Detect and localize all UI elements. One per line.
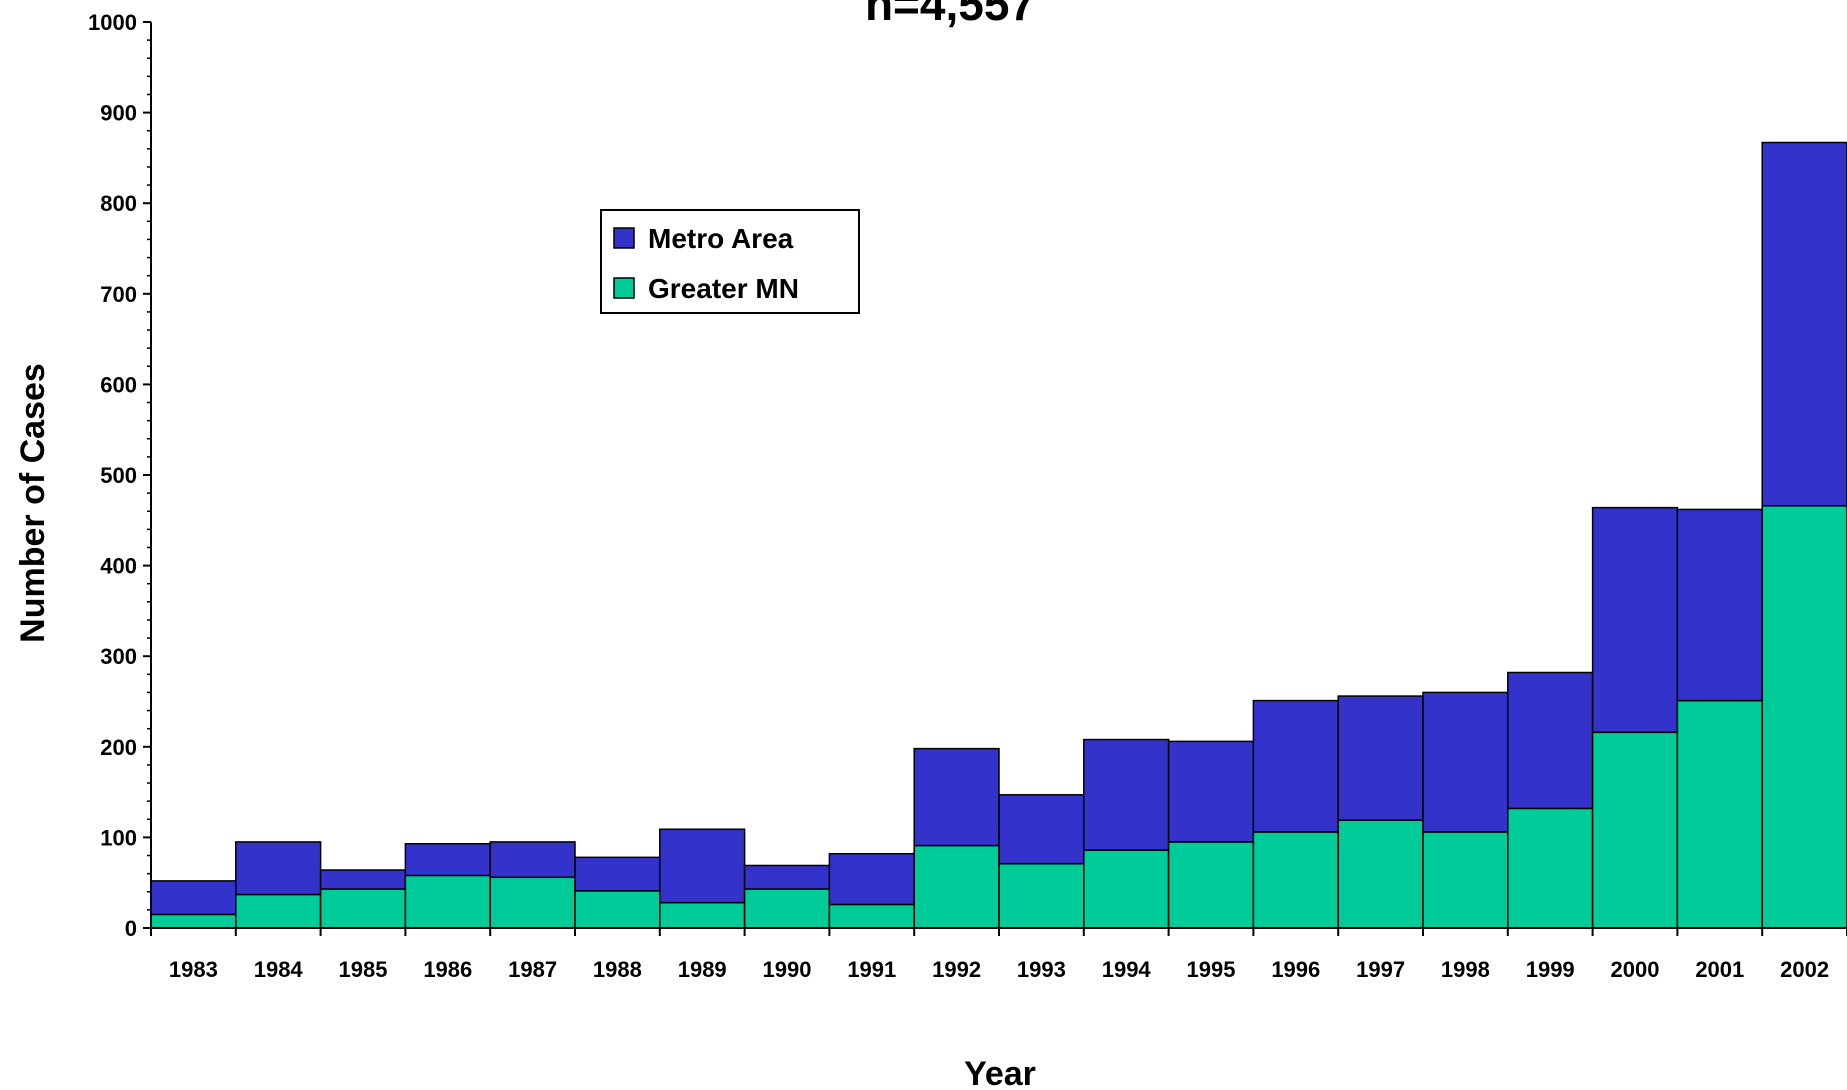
bar-metro-area-1995 (1167, 740, 1255, 843)
y-tick-label-0: 0 (125, 916, 137, 941)
bar-metro-area-1983 (150, 880, 237, 916)
x-tick-label-1993: 1993 (1017, 957, 1066, 982)
y-tick-label-100: 100 (100, 825, 137, 850)
legend-label-metro-area: Metro Area (648, 223, 794, 254)
bar-metro-area-1985 (319, 869, 407, 890)
bar-greater-mn-2000 (1591, 731, 1679, 929)
bar-metro-area-1986 (404, 842, 491, 877)
y-tick-label-700: 700 (100, 282, 137, 307)
bar-greater-mn-1996 (1252, 831, 1339, 929)
bar-greater-mn-1998 (1422, 831, 1509, 929)
x-tick-label-1999: 1999 (1526, 957, 1575, 982)
legend: Metro Area Greater MN (600, 209, 860, 314)
bar-greater-mn-1992 (913, 844, 1000, 929)
x-tick-label-2002: 2002 (1780, 957, 1829, 982)
legend-box (600, 209, 860, 314)
y-tick-label-900: 900 (100, 101, 137, 126)
y-tick-label-600: 600 (100, 372, 137, 397)
bar-metro-area-1990 (743, 864, 831, 890)
x-tick-label-1996: 1996 (1271, 957, 1320, 982)
x-tick-label-1990: 1990 (763, 957, 812, 982)
bar-metro-area-1989 (659, 828, 746, 904)
bar-metro-area-1998 (1422, 691, 1509, 833)
bar-metro-area-2002 (1761, 141, 1847, 507)
bar-greater-mn-1986 (404, 874, 491, 929)
bar-greater-mn-1988 (574, 890, 661, 929)
bar-greater-mn-2001 (1676, 699, 1763, 929)
x-tick-label-1997: 1997 (1356, 957, 1405, 982)
bar-greater-mn-1997 (1337, 819, 1424, 929)
bar-metro-area-1996 (1252, 699, 1339, 833)
y-axis-title: Number of Cases (14, 363, 52, 643)
legend-swatch-greater-mn (613, 277, 635, 299)
y-tick-label-300: 300 (100, 644, 137, 669)
x-tick-label-1989: 1989 (678, 957, 727, 982)
bar-greater-mn-1991 (828, 903, 915, 929)
bar-metro-area-2000 (1591, 506, 1679, 734)
x-tick-label-1988: 1988 (593, 957, 642, 982)
bar-metro-area-1991 (828, 852, 915, 906)
y-tick-label-500: 500 (100, 463, 137, 488)
bar-greater-mn-1999 (1507, 807, 1594, 929)
x-tick-label-1987: 1987 (508, 957, 557, 982)
x-tick-label-1986: 1986 (423, 957, 472, 982)
bar-metro-area-1988 (574, 856, 661, 892)
x-tick-label-2001: 2001 (1695, 957, 1744, 982)
bar-metro-area-1994 (1083, 738, 1170, 851)
x-tick-label-1983: 1983 (169, 957, 218, 982)
y-tick-label-1000: 1000 (88, 10, 137, 35)
x-tick-label-1992: 1992 (932, 957, 981, 982)
bar-metro-area-1992 (913, 747, 1000, 847)
bar-metro-area-1987 (489, 841, 576, 879)
x-tick-label-1994: 1994 (1102, 957, 1152, 982)
x-tick-label-1984: 1984 (254, 957, 304, 982)
bar-greater-mn-1993 (998, 862, 1085, 929)
bar-greater-mn-1985 (319, 888, 407, 929)
y-tick-label-400: 400 (100, 554, 137, 579)
y-tick-label-800: 800 (100, 191, 137, 216)
legend-label-greater-mn: Greater MN (648, 273, 799, 304)
y-tick-label-200: 200 (100, 735, 137, 760)
bar-greater-mn-1990 (743, 888, 831, 929)
legend-swatch-metro-area (613, 227, 635, 249)
bar-greater-mn-2002 (1761, 505, 1847, 929)
x-tick-label-2000: 2000 (1611, 957, 1660, 982)
bar-greater-mn-1987 (489, 876, 576, 929)
x-tick-label-1985: 1985 (339, 957, 388, 982)
bar-greater-mn-1989 (659, 901, 746, 929)
x-tick-label-1998: 1998 (1441, 957, 1490, 982)
bars-layer (150, 141, 1847, 929)
x-axis-title: Year (964, 1055, 1036, 1090)
bar-metro-area-1984 (235, 841, 322, 896)
x-tick-label-1995: 1995 (1187, 957, 1236, 982)
ticks-layer: 0 100 200 300 400 500 600 700 800 900 1000 1983 1984… (88, 10, 1847, 982)
bar-greater-mn-1995 (1167, 841, 1255, 929)
bar-metro-area-1999 (1507, 671, 1594, 810)
chart-title: n=4,557 (865, 0, 1035, 30)
bar-metro-area-1993 (998, 794, 1085, 865)
bar-greater-mn-1983 (150, 913, 237, 929)
bar-metro-area-2001 (1676, 508, 1763, 702)
bar-metro-area-1997 (1337, 695, 1424, 821)
bar-greater-mn-1994 (1083, 849, 1170, 929)
bar-greater-mn-1984 (235, 893, 322, 929)
x-tick-label-1991: 1991 (847, 957, 896, 982)
